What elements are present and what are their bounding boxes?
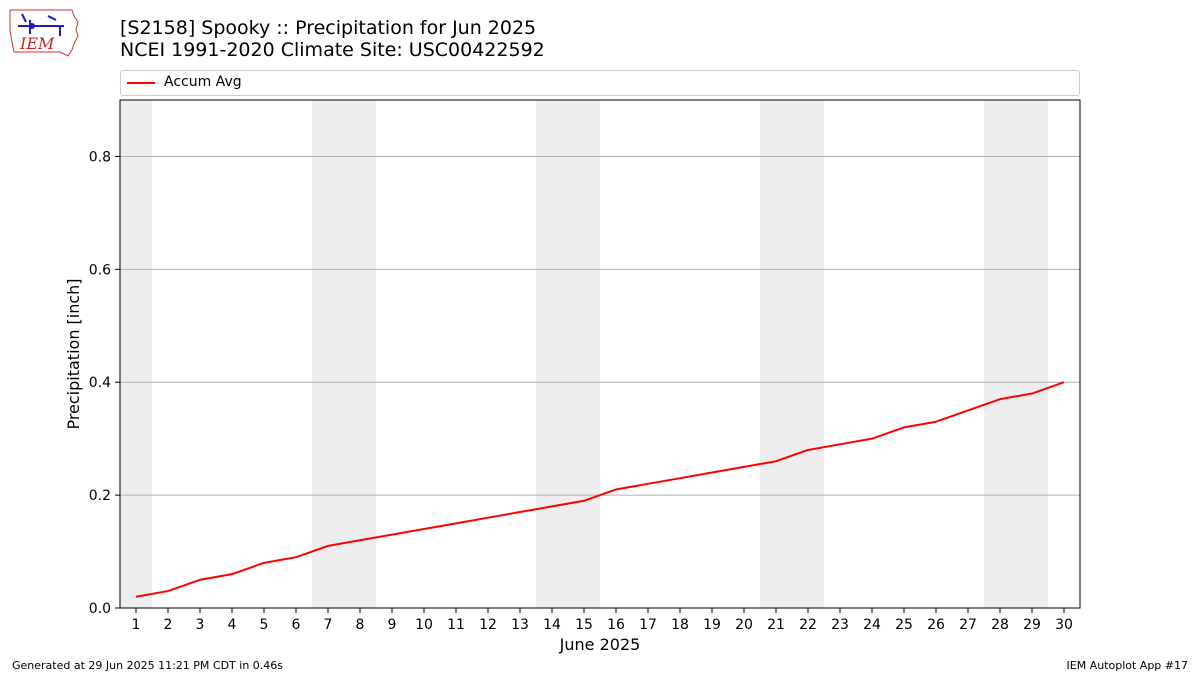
- y-tick-label-3: 0.6: [89, 262, 111, 278]
- shaded-band-0: [120, 100, 152, 608]
- iowa-outline-icon: [9, 9, 79, 57]
- y-tick-label-0: 0.0: [89, 601, 111, 617]
- x-tick-label-17: 17: [639, 617, 657, 633]
- chart-title: [S2158] Spooky :: Precipitation for Jun …: [120, 17, 537, 39]
- y-axis-label: Precipitation [inch]: [64, 278, 83, 429]
- x-tick-label-26: 26: [927, 617, 945, 633]
- x-tick-label-22: 22: [799, 617, 817, 633]
- x-tick-label-14: 14: [543, 617, 561, 633]
- chart-subtitle: NCEI 1991-2020 Climate Site: USC00422592: [120, 39, 545, 61]
- x-axis-label: June 2025: [559, 635, 641, 654]
- shaded-band-4: [984, 100, 1048, 608]
- shaded-band-1: [312, 100, 376, 608]
- x-tick-label-5: 5: [260, 617, 269, 633]
- legend: Accum Avg: [120, 70, 1080, 96]
- shaded-band-3: [760, 100, 824, 608]
- logo-text: IEM: [19, 34, 55, 53]
- x-tick-label-13: 13: [511, 617, 529, 633]
- x-tick-label-23: 23: [831, 617, 849, 633]
- x-tick-label-19: 19: [703, 617, 721, 633]
- generated-timestamp: Generated at 29 Jun 2025 11:21 PM CDT in…: [12, 659, 284, 672]
- series-line-accum-avg: [135, 381, 1065, 598]
- x-tick-label-20: 20: [735, 617, 753, 633]
- x-tick-label-18: 18: [671, 617, 689, 633]
- x-tick-label-8: 8: [356, 617, 365, 633]
- y-tick-label-1: 0.2: [89, 488, 111, 504]
- x-tick-label-29: 29: [1023, 617, 1041, 633]
- legend-label-accum-avg: Accum Avg: [164, 74, 242, 90]
- x-tick-label-11: 11: [447, 617, 465, 633]
- x-tick-label-7: 7: [324, 617, 333, 633]
- x-tick-label-30: 30: [1055, 617, 1073, 633]
- iem-logo: IEM: [9, 9, 79, 57]
- legend-swatch-accum-avg: [127, 82, 155, 84]
- x-tick-label-24: 24: [863, 617, 881, 633]
- x-tick-label-27: 27: [959, 617, 977, 633]
- x-tick-label-9: 9: [388, 617, 397, 633]
- x-tick-label-16: 16: [607, 617, 625, 633]
- x-tick-label-15: 15: [575, 617, 593, 633]
- app-credit: IEM Autoplot App #17: [1066, 659, 1189, 672]
- x-tick-label-1: 1: [132, 617, 141, 633]
- x-tick-label-4: 4: [228, 617, 237, 633]
- y-tick-label-4: 0.8: [89, 149, 111, 165]
- x-tick-label-2: 2: [164, 617, 173, 633]
- x-tick-label-10: 10: [415, 617, 433, 633]
- x-tick-label-3: 3: [196, 617, 205, 633]
- shaded-band-2: [536, 100, 600, 608]
- x-tick-label-12: 12: [479, 617, 497, 633]
- x-tick-label-21: 21: [767, 617, 785, 633]
- x-tick-label-6: 6: [292, 617, 301, 633]
- x-tick-label-28: 28: [991, 617, 1009, 633]
- x-tick-label-25: 25: [895, 617, 913, 633]
- plot-frame: [119, 99, 1081, 609]
- y-tick-label-2: 0.4: [89, 375, 111, 391]
